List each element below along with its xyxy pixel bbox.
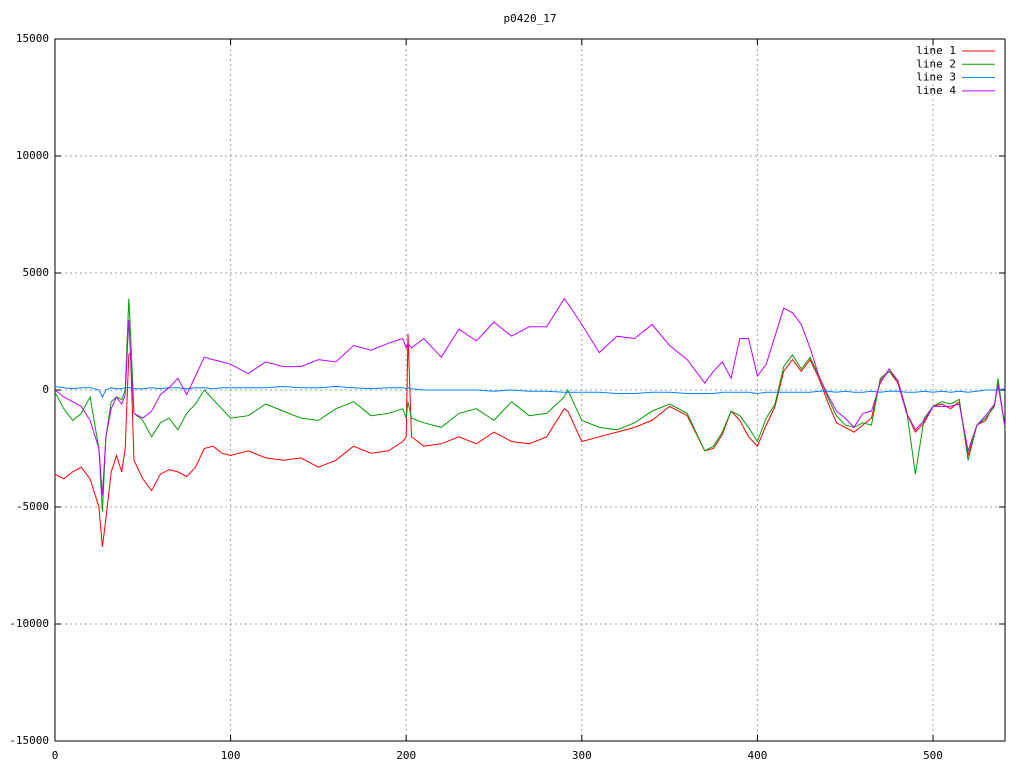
x-tick-label: 400 [747,749,767,762]
y-tick-label: -10000 [9,617,49,630]
legend-label: line 2 [916,57,956,70]
legend-label: line 4 [916,84,956,97]
y-tick-label: -5000 [16,500,49,513]
x-tick-label: 100 [221,749,241,762]
x-tick-label: 0 [52,749,59,762]
data-line [54,297,1006,496]
y-tick-label: 10000 [16,149,49,162]
data-line [54,333,1006,547]
x-tick-label: 300 [572,749,592,762]
y-tick-label: 15000 [16,32,49,45]
y-tick-label: 5000 [23,266,50,279]
data-line [54,385,1006,399]
legend-label: line 3 [916,71,956,84]
y-tick-label: 0 [42,383,49,396]
y-tick-label: -15000 [9,734,49,747]
legend-label: line 1 [916,44,956,57]
chart-title: p0420_17 [504,12,557,25]
x-tick-label: 200 [396,749,416,762]
x-tick-label: 500 [923,749,943,762]
data-line [54,298,1006,512]
